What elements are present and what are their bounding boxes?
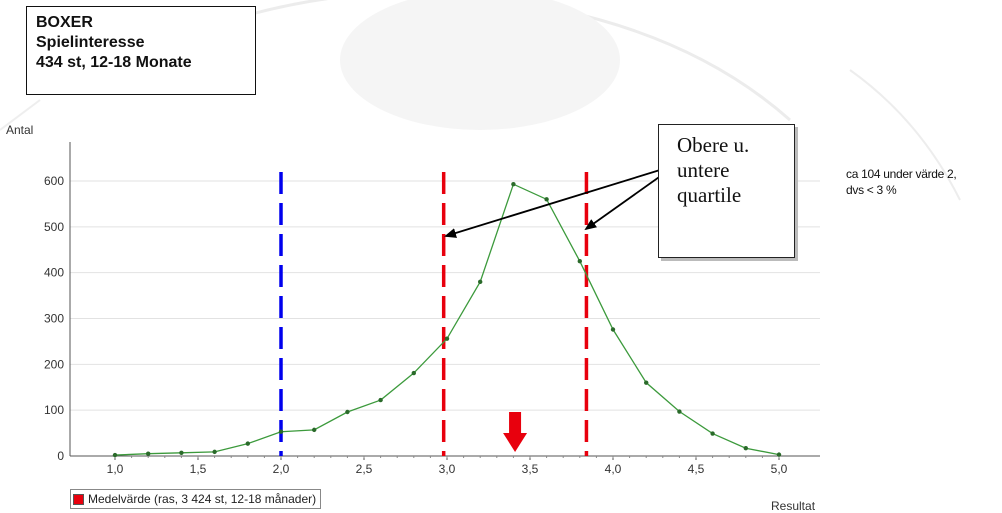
y-tick-label: 0 xyxy=(57,449,64,463)
chart-title-box: BOXER Spielinteresse 434 st, 12-18 Monat… xyxy=(26,6,256,95)
callout-line-2: untere xyxy=(677,158,730,182)
data-point xyxy=(710,431,715,436)
data-point xyxy=(511,182,516,187)
data-point xyxy=(743,446,748,451)
y-tick-label: 600 xyxy=(44,174,64,188)
callout-line-1: Obere u. xyxy=(677,133,750,157)
data-point xyxy=(278,429,284,434)
x-tick-label: 3,5 xyxy=(522,462,539,476)
callout-arrow-right xyxy=(584,174,663,231)
callout-line-3: quartile xyxy=(677,183,742,207)
data-point xyxy=(146,451,151,456)
x-tick-label: 2,0 xyxy=(273,462,290,476)
x-axis-label: Resultat xyxy=(771,499,816,513)
quartile-callout: Obere u. untere quartile xyxy=(658,124,795,258)
data-point xyxy=(544,197,549,202)
y-tick-label: 500 xyxy=(44,220,64,234)
x-tick-label: 2,5 xyxy=(356,462,373,476)
legend-swatch xyxy=(73,493,84,505)
x-tick-label: 5,0 xyxy=(771,462,788,476)
y-tick-label: 200 xyxy=(44,357,64,371)
data-point xyxy=(112,452,118,458)
data-point xyxy=(312,427,317,433)
data-point xyxy=(677,409,682,414)
legend: Medelvärde (ras, 3 424 st, 12-18 månader… xyxy=(70,488,322,510)
data-point xyxy=(378,397,383,403)
data-point xyxy=(644,380,649,385)
data-point xyxy=(577,259,582,264)
y-tick-label: 400 xyxy=(44,266,64,280)
side-note: ca 104 under värde 2, dvs < 3 % xyxy=(846,166,996,198)
data-point xyxy=(245,441,250,446)
x-tick-label: 1,0 xyxy=(107,462,124,476)
legend-item: Medelvärde (ras, 3 424 st, 12-18 månader… xyxy=(70,489,322,509)
data-point xyxy=(411,370,416,376)
x-tick-label: 3,0 xyxy=(439,462,456,476)
side-note-line-2: dvs < 3 % xyxy=(846,183,897,197)
data-point xyxy=(444,336,450,341)
data-point xyxy=(610,327,616,332)
data-point xyxy=(179,450,184,455)
data-point xyxy=(345,409,350,415)
title-line-sample: 434 st, 12-18 Monate xyxy=(36,54,192,71)
mean-arrow-icon xyxy=(503,412,528,452)
title-line-trait: Spielinteresse xyxy=(36,34,145,51)
data-point xyxy=(478,279,483,285)
side-note-line-1: ca 104 under värde 2, xyxy=(846,167,957,181)
title-line-breed: BOXER xyxy=(36,14,93,31)
y-tick-label: 300 xyxy=(44,312,64,326)
y-axis-label: Antal xyxy=(6,123,33,137)
x-tick-label: 4,5 xyxy=(688,462,705,476)
data-point xyxy=(212,449,217,455)
x-tick-label: 1,5 xyxy=(190,462,207,476)
legend-label: Medelvärde (ras, 3 424 st, 12-18 månader… xyxy=(88,492,317,506)
x-tick-label: 4,0 xyxy=(605,462,622,476)
data-point xyxy=(776,452,782,457)
callout-arrow-left xyxy=(444,169,661,238)
y-tick-label: 100 xyxy=(44,403,64,417)
